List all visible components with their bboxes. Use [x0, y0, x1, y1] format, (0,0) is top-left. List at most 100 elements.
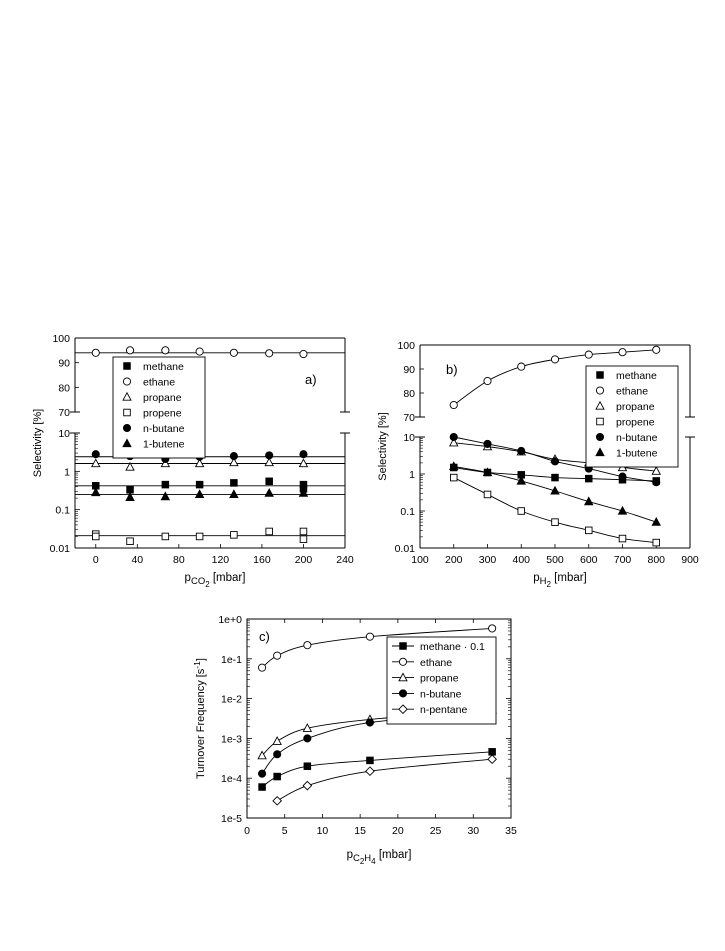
data-point [298, 487, 309, 497]
series-1-butene [75, 487, 345, 501]
legend-entry: propane [616, 401, 655, 413]
legend-entry: 1-butene [143, 439, 185, 451]
x-tick-label: 700 [614, 554, 632, 566]
legend-marker [122, 423, 132, 433]
legend-entry: ethane [143, 377, 175, 389]
data-point [487, 754, 497, 765]
x-tick-label: 120 [212, 554, 230, 566]
data-point [161, 346, 170, 355]
y-tick-label: 70 [58, 407, 70, 419]
data-point [195, 532, 204, 541]
data-point [265, 527, 273, 536]
y-tick-label: 100 [52, 333, 70, 345]
data-point [449, 400, 458, 410]
data-point [258, 769, 267, 778]
legend-marker [595, 386, 605, 395]
y-tick-label: 0.1 [55, 505, 70, 517]
data-point [91, 450, 100, 459]
x-tick-label: 35 [505, 825, 517, 837]
x-tick-label: 500 [546, 554, 564, 566]
legend-marker [398, 704, 408, 715]
data-point [617, 505, 628, 515]
data-point [195, 480, 204, 489]
data-point [618, 534, 627, 543]
legend-entry: propene [616, 417, 655, 429]
x-tick-label: 900 [681, 554, 699, 566]
legend-entry: methane [143, 361, 184, 373]
series-line [261, 751, 493, 788]
x-tick-label: 300 [479, 554, 497, 566]
y-tick-label: 70 [403, 412, 415, 424]
series-methane · 0.1 [258, 748, 496, 791]
data-point [585, 474, 593, 483]
x-tick-label: 80 [173, 554, 185, 566]
data-point [265, 477, 273, 486]
data-point [273, 772, 281, 781]
data-point [265, 349, 274, 358]
data-point [194, 458, 205, 468]
legend: methane ethane propane propene n-butane 1-but… [112, 356, 206, 459]
data-point [258, 783, 266, 791]
data-point [550, 485, 560, 495]
data-point [264, 487, 274, 497]
x-tick-label: 10 [317, 825, 329, 837]
series-propene [75, 527, 345, 545]
series-1-butene [448, 461, 662, 526]
data-point [265, 451, 274, 460]
data-point [230, 531, 238, 539]
legend-marker [122, 391, 132, 401]
data-point [303, 762, 312, 770]
legend-entry: propane [420, 673, 459, 685]
data-point [517, 507, 526, 515]
data-point [161, 532, 170, 541]
x-tick-label: 100 [411, 554, 429, 566]
data-point [365, 718, 374, 727]
data-point [160, 491, 171, 501]
legend-marker [596, 417, 604, 426]
y-tick-label: 10 [58, 428, 70, 440]
data-point [517, 362, 526, 371]
y-tick-label: 1e-3 [221, 733, 242, 745]
legend-marker [398, 689, 408, 698]
legend-marker [398, 657, 408, 666]
legend-entry: methane · 0.1 [420, 641, 485, 653]
data-point [585, 526, 593, 535]
data-point [273, 651, 282, 660]
data-point [450, 473, 458, 482]
legend: methane · 0.1 ethane propane n-butane n-pent… [386, 636, 497, 725]
data-point [229, 348, 238, 357]
x-tick-label: 200 [445, 554, 463, 566]
x-tick-label: 400 [512, 554, 530, 566]
data-point [299, 535, 308, 543]
data-point [517, 446, 526, 455]
data-point [652, 538, 661, 547]
series-line [276, 758, 493, 802]
legend-marker [595, 447, 605, 457]
data-point [550, 355, 560, 364]
data-point [652, 345, 661, 354]
x-tick-label: 5 [282, 825, 288, 837]
y-axis-label: Turnover Frequency [s-1] [192, 658, 207, 779]
legend-entry: methane [616, 370, 657, 382]
series-line [261, 627, 493, 668]
data-point [488, 624, 497, 633]
panel-label: b) [446, 362, 458, 377]
data-point [91, 487, 101, 497]
data-point [126, 537, 134, 545]
panel-label: a) [305, 372, 317, 387]
panel-label: c) [259, 629, 270, 644]
legend-entry: n-pentane [420, 704, 467, 716]
y-tick-label: 90 [58, 358, 70, 370]
data-point [229, 452, 238, 461]
data-point [194, 489, 205, 499]
series-propene [450, 473, 661, 547]
data-point [299, 349, 308, 359]
data-point [91, 348, 100, 357]
data-point [550, 457, 560, 466]
legend-marker [399, 642, 407, 650]
legend-entry: n-butane [420, 688, 462, 700]
legend-marker [595, 432, 605, 442]
data-point [92, 532, 100, 541]
series-ethane [75, 346, 345, 359]
